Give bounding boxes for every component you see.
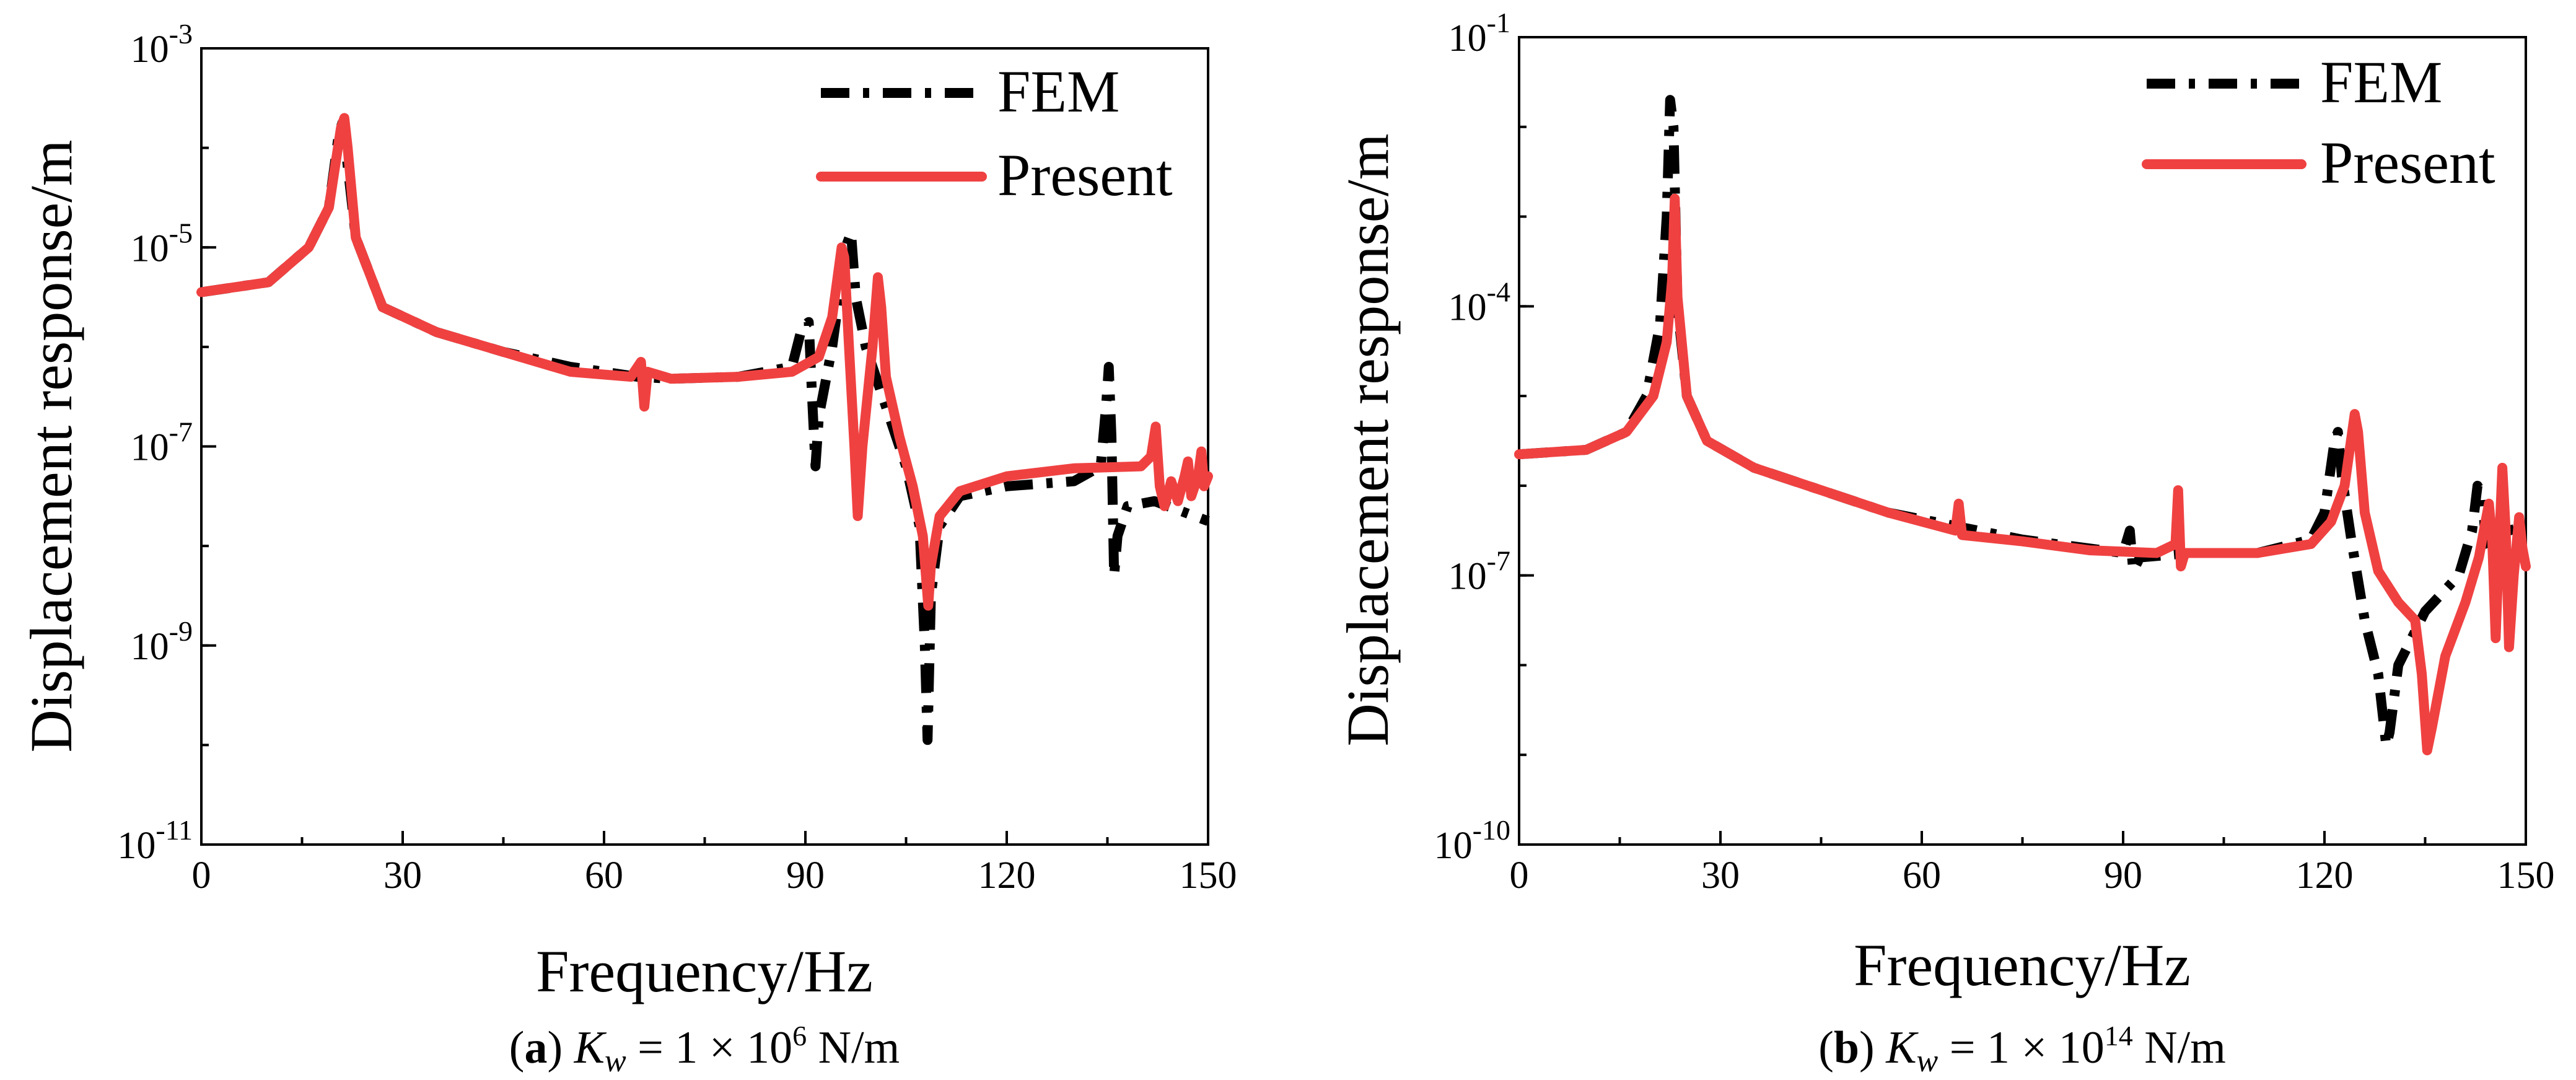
caption-sub: w bbox=[605, 1043, 626, 1079]
x-axis-label: Frequency/Hz bbox=[536, 938, 873, 1004]
y-ticks: 10-1 10-4 10-7 10-10 bbox=[1434, 7, 1534, 867]
caption-exp: 14 bbox=[2105, 1020, 2133, 1051]
caption-a: (a) Kw = 1 × 106 N/m bbox=[509, 1020, 900, 1079]
x-tick-label: 30 bbox=[383, 854, 422, 897]
y-tick-label: 10-7 bbox=[1448, 545, 1510, 598]
caption-exp: 6 bbox=[792, 1020, 807, 1051]
x-tick-label: 0 bbox=[1510, 854, 1529, 897]
y-tick-label: 10-11 bbox=[117, 814, 193, 867]
legend: FEM Present bbox=[816, 58, 1173, 208]
y-tick-label: 10-5 bbox=[131, 217, 193, 270]
x-tick-label: 0 bbox=[192, 854, 211, 897]
present-line bbox=[196, 113, 1213, 611]
caption-unit: N/m bbox=[807, 1022, 900, 1073]
x-tick-label: 120 bbox=[978, 854, 1036, 897]
legend-label-present: Present bbox=[2320, 130, 2495, 196]
caption-k: K bbox=[574, 1022, 607, 1073]
caption-k: K bbox=[1885, 1022, 1919, 1073]
legend: FEM Present bbox=[2142, 49, 2495, 196]
y-axis-label: Displacement response/m bbox=[18, 139, 84, 752]
caption-eq: = 1 × 10 bbox=[1938, 1022, 2104, 1073]
y-tick-label: 10-10 bbox=[1434, 814, 1510, 867]
chart-panel-a: 0 30 60 90 120 150 10-3 10-5 10-7 10-9 10-11 FEM … bbox=[18, 18, 1237, 1079]
legend-label-fem: FEM bbox=[997, 58, 1119, 125]
y-tick-label: 10-7 bbox=[131, 416, 193, 469]
caption-b: (b) Kw = 1 × 1014 N/m bbox=[1818, 1020, 2226, 1079]
x-tick-label: 60 bbox=[1903, 854, 1941, 897]
present-series bbox=[196, 113, 1213, 611]
caption-unit: N/m bbox=[2133, 1022, 2226, 1073]
y-tick-label: 10-9 bbox=[131, 615, 193, 668]
present-series bbox=[1514, 193, 2531, 755]
x-tick-label: 30 bbox=[1701, 854, 1740, 897]
x-ticks: 0 30 60 90 120 150 bbox=[192, 831, 1237, 897]
caption-sub: w bbox=[1917, 1043, 1939, 1079]
caption-letter: b bbox=[1834, 1022, 1859, 1073]
legend-label-fem: FEM bbox=[2320, 49, 2442, 115]
x-tick-label: 150 bbox=[1180, 854, 1237, 897]
x-tick-label: 150 bbox=[2497, 854, 2555, 897]
fem-series bbox=[1518, 95, 2528, 751]
chart-panel-b: 0 30 60 90 120 150 10-1 10-4 10-7 10-10 FEM Pres… bbox=[1334, 7, 2555, 1079]
x-tick-label: 90 bbox=[786, 854, 825, 897]
caption-letter: a bbox=[524, 1022, 547, 1073]
fem-line bbox=[1518, 95, 2528, 751]
present-line bbox=[1514, 193, 2531, 755]
x-tick-label: 120 bbox=[2296, 854, 2354, 897]
x-tick-label: 60 bbox=[585, 854, 623, 897]
y-tick-label: 10-3 bbox=[131, 18, 193, 71]
y-axis-label: Displacement response/m bbox=[1334, 133, 1401, 746]
x-tick-label: 90 bbox=[2104, 854, 2142, 897]
legend-label-present: Present bbox=[997, 142, 1173, 208]
x-axis-label: Frequency/Hz bbox=[1854, 932, 2191, 998]
y-tick-label: 10-4 bbox=[1448, 276, 1510, 328]
y-tick-label: 10-1 bbox=[1448, 7, 1510, 59]
y-ticks: 10-3 10-5 10-7 10-9 10-11 bbox=[117, 18, 216, 867]
caption-eq: = 1 × 10 bbox=[626, 1022, 792, 1073]
x-ticks: 0 30 60 90 120 150 bbox=[1510, 831, 2555, 897]
